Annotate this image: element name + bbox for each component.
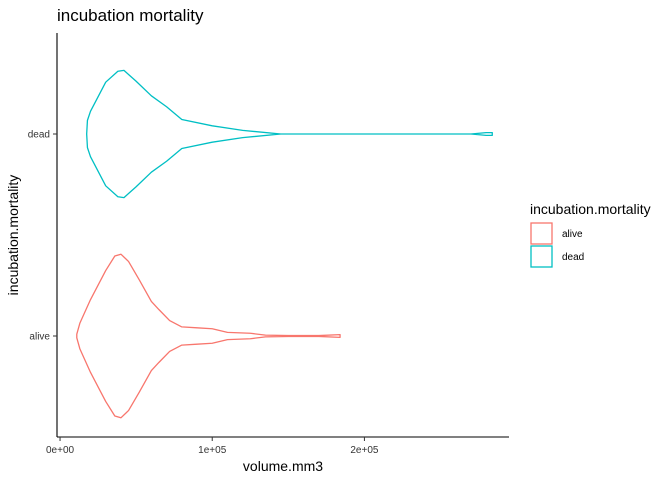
chart-title: incubation mortality [57, 6, 204, 25]
violin-alive [76, 253, 341, 419]
plot-area [76, 69, 493, 419]
x-axis-ticks: 0e+00 1e+05 2e+05 [46, 437, 379, 456]
legend-title: incubation.mortality [530, 201, 651, 217]
legend: incubation.mortality alive dead [530, 201, 651, 268]
x-tick-label: 0e+00 [46, 445, 75, 456]
x-tick-label: 2e+05 [350, 445, 379, 456]
legend-label-dead: dead [562, 252, 584, 263]
y-axis-ticks: alive dead [28, 130, 57, 343]
x-tick-label: 1e+05 [198, 445, 227, 456]
y-axis-title: incubation.mortality [5, 175, 21, 296]
y-tick-label: dead [28, 130, 50, 141]
x-axis-title: volume.mm3 [243, 458, 323, 474]
y-tick-label: alive [29, 332, 50, 343]
legend-key-dead [530, 245, 553, 268]
legend-label-alive: alive [562, 229, 583, 240]
legend-key-alive [530, 222, 553, 245]
violin-dead [86, 69, 493, 199]
